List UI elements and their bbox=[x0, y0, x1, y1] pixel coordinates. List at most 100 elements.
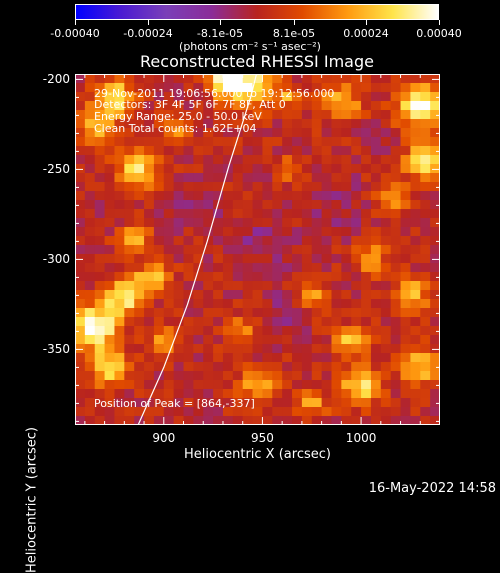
heatmap-cell bbox=[370, 407, 382, 417]
heatmap-cell bbox=[104, 245, 116, 255]
heatmap-cell bbox=[232, 119, 244, 129]
heatmap-cell bbox=[134, 308, 145, 318]
heatmap-cell bbox=[144, 146, 155, 156]
heatmap-cell bbox=[75, 380, 86, 390]
heatmap-cell bbox=[361, 137, 372, 147]
heatmap-cell bbox=[380, 299, 392, 309]
heatmap-cell bbox=[153, 398, 165, 408]
heatmap-cell bbox=[104, 290, 116, 300]
heatmap-cell bbox=[361, 209, 372, 219]
heatmap-cell bbox=[84, 398, 96, 408]
heatmap-cell bbox=[222, 371, 234, 381]
heatmap-cell bbox=[400, 182, 411, 192]
heatmap-cell bbox=[232, 407, 244, 417]
heatmap-cell bbox=[252, 389, 264, 399]
heatmap-cell bbox=[144, 209, 155, 219]
heatmap-cell bbox=[331, 155, 342, 165]
heatmap-cell bbox=[232, 110, 244, 120]
heatmap-cell bbox=[430, 290, 440, 300]
heatmap-cell bbox=[213, 173, 224, 183]
heatmap-cell bbox=[321, 182, 333, 192]
heatmap-cell bbox=[213, 326, 224, 336]
heatmap-cell bbox=[331, 74, 342, 84]
heatmap-cell bbox=[153, 74, 165, 84]
heatmap-cell bbox=[370, 101, 382, 111]
heatmap-cell bbox=[213, 416, 224, 425]
heatmap-cell bbox=[213, 371, 224, 381]
heatmap-cell bbox=[232, 137, 244, 147]
heatmap-cell bbox=[242, 146, 254, 156]
heatmap-cell bbox=[203, 83, 214, 93]
heatmap-cell bbox=[84, 74, 96, 84]
heatmap-cell bbox=[400, 263, 411, 273]
heatmap-cell bbox=[351, 335, 362, 345]
heatmap-cell bbox=[430, 74, 440, 84]
heatmap-cell bbox=[331, 245, 342, 255]
heatmap-cell bbox=[222, 407, 234, 417]
heatmap-cell bbox=[321, 92, 333, 102]
heatmap-cell bbox=[242, 290, 254, 300]
heatmap-cell bbox=[173, 380, 185, 390]
heatmap-cell bbox=[351, 155, 362, 165]
heatmap-cell bbox=[75, 92, 86, 102]
heatmap-cell bbox=[272, 164, 283, 174]
heatmap-cell bbox=[252, 164, 264, 174]
heatmap-cell bbox=[153, 119, 165, 129]
heatmap-cell bbox=[124, 227, 135, 237]
heatmap-cell bbox=[213, 362, 224, 372]
heatmap-cell bbox=[84, 119, 96, 129]
heatmap-cell bbox=[114, 110, 125, 120]
heatmap-cell bbox=[420, 164, 431, 174]
heatmap-cell bbox=[262, 308, 273, 318]
heatmap-cell bbox=[183, 209, 194, 219]
heatmap-cell bbox=[163, 137, 175, 147]
heatmap-cell bbox=[222, 119, 234, 129]
heatmap-cell bbox=[213, 254, 224, 264]
heatmap-cell bbox=[301, 281, 313, 291]
heatmap-cell bbox=[193, 164, 204, 174]
heatmap-cell bbox=[301, 398, 313, 408]
heatmap-cell bbox=[144, 92, 155, 102]
heatmap-cell bbox=[282, 308, 293, 318]
heatmap-cell bbox=[321, 128, 333, 138]
heatmap-cell bbox=[400, 74, 411, 84]
heatmap-cell bbox=[311, 389, 323, 399]
heatmap-cell bbox=[341, 416, 352, 425]
heatmap-cell bbox=[430, 299, 440, 309]
heatmap-cell bbox=[400, 173, 411, 183]
heatmap-cell bbox=[331, 164, 342, 174]
heatmap-cell bbox=[361, 110, 372, 120]
heatmap-cell bbox=[183, 236, 194, 246]
heatmap-cell bbox=[84, 155, 96, 165]
heatmap-cell bbox=[370, 218, 382, 228]
heatmap-cell bbox=[301, 83, 313, 93]
heatmap-cell bbox=[163, 92, 175, 102]
heatmap-cell bbox=[94, 371, 106, 381]
heatmap-cell bbox=[75, 209, 86, 219]
heatmap-cell bbox=[75, 182, 86, 192]
heatmap-cell bbox=[75, 137, 86, 147]
heatmap-cell bbox=[163, 416, 175, 425]
heatmap-cell bbox=[311, 182, 323, 192]
heatmap-cell bbox=[282, 389, 293, 399]
heatmap-cell bbox=[94, 209, 106, 219]
heatmap-cell bbox=[75, 389, 86, 399]
heatmap-cell bbox=[420, 173, 431, 183]
heatmap-cell bbox=[430, 308, 440, 318]
y-tick-label: -300 bbox=[42, 252, 70, 267]
heatmap-cell bbox=[213, 83, 224, 93]
heatmap-cell bbox=[134, 335, 145, 345]
heatmap-cell bbox=[222, 416, 234, 425]
heatmap-cell bbox=[292, 92, 303, 102]
colorbar-tick-mark bbox=[148, 20, 149, 25]
heatmap-cell bbox=[370, 254, 382, 264]
heatmap-cell bbox=[213, 218, 224, 228]
heatmap-cell bbox=[420, 344, 431, 354]
heatmap-cell bbox=[390, 92, 402, 102]
heatmap-cell bbox=[213, 245, 224, 255]
heatmap-cell bbox=[183, 164, 194, 174]
heatmap-cell bbox=[301, 389, 313, 399]
heatmap-cell bbox=[153, 164, 165, 174]
heatmap-cell bbox=[124, 344, 135, 354]
heatmap-cell bbox=[94, 236, 106, 246]
